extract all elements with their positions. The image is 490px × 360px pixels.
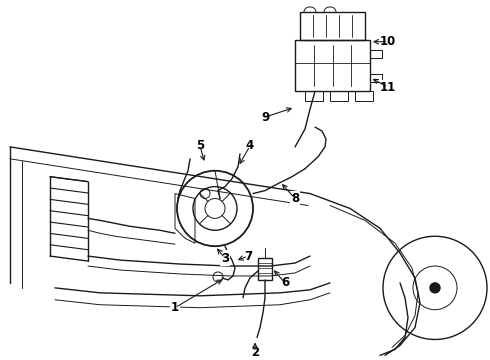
Text: 11: 11 xyxy=(380,81,396,94)
Bar xyxy=(300,12,365,40)
Text: 6: 6 xyxy=(281,276,289,289)
Bar xyxy=(330,91,348,101)
Text: 3: 3 xyxy=(221,252,229,265)
Text: 2: 2 xyxy=(251,346,259,359)
Text: 7: 7 xyxy=(244,249,252,262)
Text: 10: 10 xyxy=(380,35,396,48)
Circle shape xyxy=(430,283,440,293)
Bar xyxy=(258,258,272,280)
Text: 4: 4 xyxy=(246,139,254,152)
Text: 8: 8 xyxy=(291,192,299,205)
Bar xyxy=(305,91,323,101)
Text: 5: 5 xyxy=(196,139,204,152)
Text: 9: 9 xyxy=(261,111,269,123)
Bar xyxy=(355,91,373,101)
Text: 1: 1 xyxy=(171,301,179,314)
Bar xyxy=(295,40,370,91)
